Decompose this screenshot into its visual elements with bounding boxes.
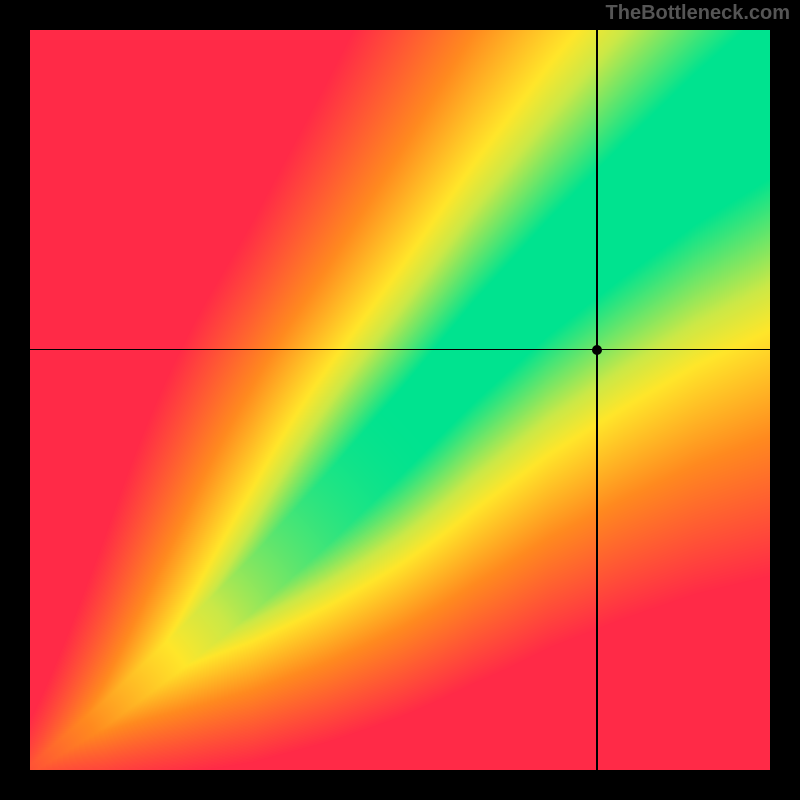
crosshair-horizontal — [30, 349, 770, 351]
watermark-text: TheBottleneck.com — [606, 2, 790, 25]
bottleneck-heatmap — [30, 30, 770, 770]
frame-border — [0, 770, 800, 800]
crosshair-point — [592, 345, 602, 355]
frame-border — [0, 0, 30, 800]
crosshair-vertical — [596, 30, 598, 770]
frame-border — [770, 0, 800, 800]
